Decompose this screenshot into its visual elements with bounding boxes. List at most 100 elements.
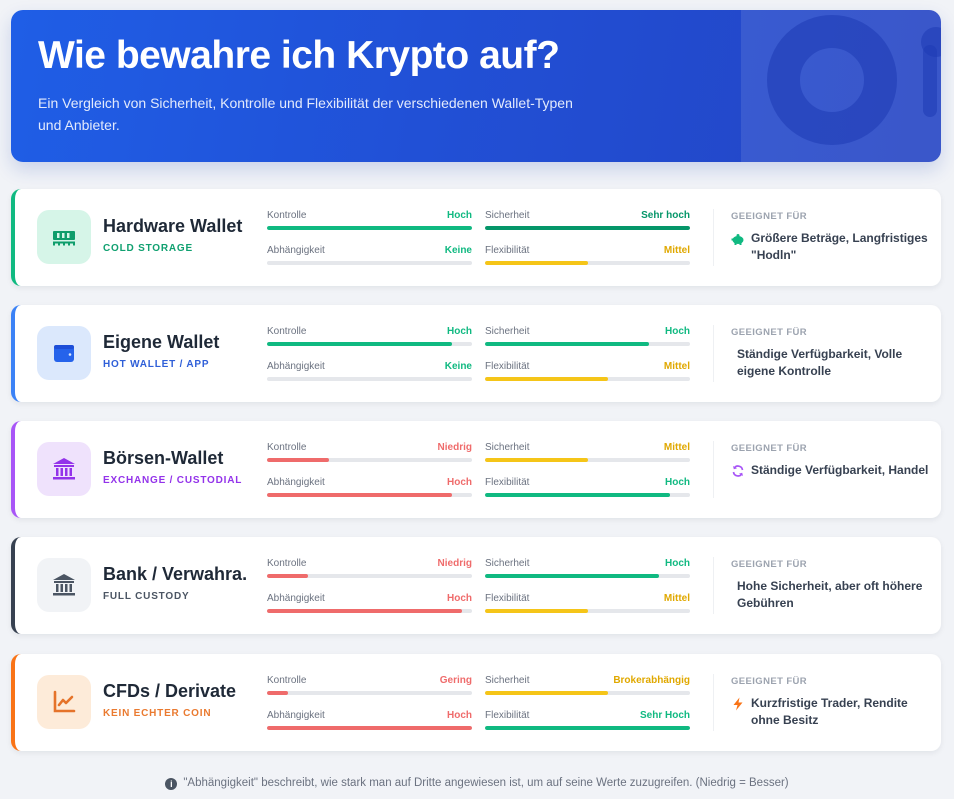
metric-label: Kontrolle [267, 326, 307, 337]
metric-label: Kontrolle [267, 675, 307, 686]
progress-fill [485, 342, 649, 346]
progress-fill [485, 691, 608, 695]
metric-abhaengigkeit: Abhängigkeit Hoch [267, 710, 472, 740]
progress-track [267, 726, 472, 730]
divider [713, 557, 714, 614]
metric-kontrolle: Kontrolle Niedrig [267, 558, 472, 588]
metric-value: Hoch [447, 593, 472, 604]
metric-value: Hoch [665, 326, 690, 337]
memory-chip-icon [37, 210, 91, 264]
suited-for-heading: GEEIGNET FÜR [731, 676, 808, 687]
metric-label: Kontrolle [267, 442, 307, 453]
metric-value: Hoch [665, 477, 690, 488]
progress-track [485, 726, 690, 730]
metric-label: Sicherheit [485, 326, 530, 337]
metric-flexibilitaet: Flexibilität Mittel [485, 593, 690, 623]
divider [713, 674, 714, 731]
metric-value: Hoch [447, 210, 472, 221]
progress-track [485, 691, 690, 695]
suited-for-heading: GEEIGNET FÜR [731, 327, 808, 338]
piggy-bank-icon [731, 232, 745, 246]
suited-for-text: Kurzfristige Trader, Rendite ohne Besitz [751, 696, 908, 727]
page-subtitle: Ein Vergleich von Sicherheit, Kontrolle … [38, 95, 573, 133]
wallet-name: Eigene Wallet [103, 332, 220, 352]
metric-label: Abhängigkeit [267, 361, 325, 372]
progress-track [267, 691, 472, 695]
metric-label: Abhängigkeit [267, 593, 325, 604]
progress-fill [267, 574, 308, 578]
progress-track [485, 493, 690, 497]
metric-label: Abhängigkeit [267, 477, 325, 488]
wallet-name: Börsen-Wallet [103, 448, 224, 468]
metric-value: Mittel [663, 361, 690, 372]
metric-value: Sehr Hoch [639, 710, 690, 721]
wallet-tag: COLD STORAGE [103, 243, 193, 254]
suited-for: Ständige Verfügbarkeit, Handel [731, 462, 931, 479]
page-title: Wie bewahre ich Krypto auf? [38, 34, 560, 77]
metric-sicherheit: Sicherheit Brokerabhängig [485, 675, 690, 705]
suited-for-text: Ständige Verfügbarkeit, Volle eigene Kon… [737, 347, 903, 378]
metric-label: Sicherheit [485, 442, 530, 453]
progress-track [267, 342, 472, 346]
metric-label: Flexibilität [485, 361, 530, 372]
footnote: i "Abhängigkeit" beschreibt, wie stark ma… [0, 777, 954, 790]
footnote-text: "Abhängigkeit" beschreibt, wie stark man… [183, 777, 789, 789]
metric-value: Keine [444, 361, 472, 372]
metric-value: Brokerabhängig [613, 675, 690, 686]
metric-label: Abhängigkeit [267, 245, 325, 256]
progress-track [485, 609, 690, 613]
suited-for-heading: GEEIGNET FÜR [731, 559, 808, 570]
lightning-bolt-icon [731, 697, 745, 711]
progress-track [485, 574, 690, 578]
metric-label: Abhängigkeit [267, 710, 325, 721]
metric-sicherheit: Sicherheit Mittel [485, 442, 690, 472]
metric-abhaengigkeit: Abhängigkeit Hoch [267, 477, 472, 507]
progress-track [267, 493, 472, 497]
metric-label: Flexibilität [485, 593, 530, 604]
metric-label: Flexibilität [485, 710, 530, 721]
metric-label: Sicherheit [485, 210, 530, 221]
progress-track [267, 226, 472, 230]
metric-value: Mittel [663, 593, 690, 604]
progress-track [485, 261, 690, 265]
progress-fill [267, 609, 462, 613]
progress-track [267, 458, 472, 462]
wallet-tag: EXCHANGE / CUSTODIAL [103, 475, 243, 486]
progress-fill [267, 342, 452, 346]
line-chart-icon [37, 675, 91, 729]
metric-flexibilitaet: Flexibilität Hoch [485, 477, 690, 507]
metric-abhaengigkeit: Abhängigkeit Keine [267, 361, 472, 391]
bank-building-icon [37, 442, 91, 496]
wallet-deco-icon [741, 10, 941, 162]
suited-for: Kurzfristige Trader, Rendite ohne Besitz [731, 695, 931, 729]
wallet-tag: HOT WALLET / APP [103, 359, 210, 370]
suited-for-text: Ständige Verfügbarkeit, Handel [751, 463, 929, 477]
progress-track [485, 342, 690, 346]
metric-label: Flexibilität [485, 245, 530, 256]
progress-fill [267, 226, 472, 230]
metric-flexibilitaet: Flexibilität Mittel [485, 361, 690, 391]
suited-for-heading: GEEIGNET FÜR [731, 443, 808, 454]
metric-label: Flexibilität [485, 477, 530, 488]
metric-abhaengigkeit: Abhängigkeit Keine [267, 245, 472, 275]
progress-track [267, 261, 472, 265]
wallet-card: Hardware Wallet COLD STORAGE Kontrolle H… [11, 189, 941, 286]
metric-value: Hoch [447, 326, 472, 337]
progress-track [267, 574, 472, 578]
metric-value: Niedrig [437, 442, 472, 453]
progress-fill [267, 726, 472, 730]
metric-sicherheit: Sicherheit Sehr hoch [485, 210, 690, 240]
metric-value: Sehr hoch [641, 210, 690, 221]
progress-track [267, 609, 472, 613]
metric-sicherheit: Sicherheit Hoch [485, 558, 690, 588]
progress-fill [485, 261, 588, 265]
metric-kontrolle: Kontrolle Hoch [267, 210, 472, 240]
progress-fill [485, 574, 660, 578]
metric-label: Sicherheit [485, 558, 530, 569]
metric-value: Mittel [663, 245, 690, 256]
progress-fill [267, 458, 329, 462]
metric-value: Niedrig [437, 558, 472, 569]
wallet-name: CFDs / Derivate [103, 681, 237, 701]
suited-for: Größere Beträge, Langfristiges "Hodln" [731, 230, 931, 264]
metric-kontrolle: Kontrolle Hoch [267, 326, 472, 356]
